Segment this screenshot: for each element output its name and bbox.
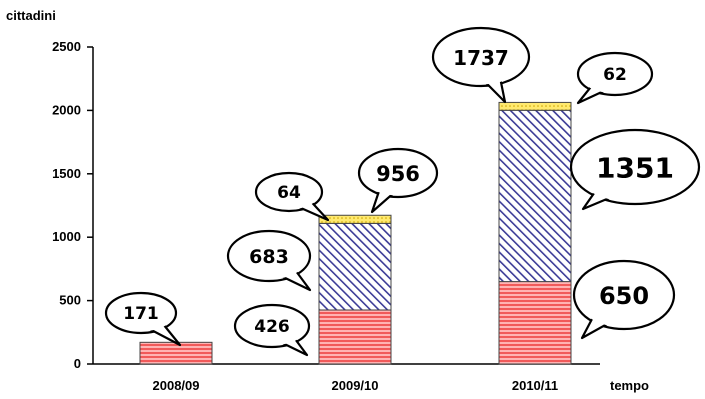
y-tick-label-500: 500	[59, 293, 81, 308]
callout-bubble-fill-0	[107, 294, 175, 332]
callout-label-0: 171	[123, 304, 159, 324]
callout-bubble-fill-2	[229, 232, 309, 280]
callout-bubble-fill-4	[360, 150, 436, 196]
callout-label-7: 62	[603, 65, 627, 85]
callout-bubble-fill-8	[434, 29, 528, 85]
callout-label-1: 426	[254, 317, 290, 337]
y-tick-label-1000: 1000	[52, 229, 81, 244]
callout-bubble-fill-5	[575, 262, 673, 328]
callout-label-4: 956	[376, 162, 420, 186]
callout-bubble-fill-7	[579, 54, 651, 94]
bar-2008/09-segment-0	[139, 341, 213, 365]
bar-2009/10-segment-1	[318, 222, 392, 311]
callout-bubble-fill-1	[236, 306, 308, 346]
bar-2009/10-segment-2	[318, 214, 392, 224]
y-tick-label-0: 0	[74, 356, 81, 371]
y-tick-label-1500: 1500	[52, 166, 81, 181]
bar-2010/11-segment-1	[498, 109, 572, 283]
callout-label-3: 64	[277, 183, 301, 203]
callout-bubble-fill-6	[572, 131, 698, 203]
bar-2010/11-segment-0	[498, 281, 572, 365]
x-tick-label-2009/10: 2009/10	[332, 378, 379, 393]
plot-area: 0 500 1000 1500 2000 2500 2008/09 2009/10 2010/1…	[52, 26, 701, 393]
callout-label-8: 1737	[453, 46, 509, 70]
y-axis-label: cittadini	[6, 8, 56, 23]
x-tick-label-2008/09: 2008/09	[153, 378, 200, 393]
callout-label-6: 1351	[596, 152, 674, 185]
bar-2009/10-segment-0	[318, 309, 392, 365]
callout-bubble-fill-3	[257, 174, 321, 210]
bar-2010/11-segment-2	[498, 101, 572, 111]
x-tick-label-2010/11: 2010/11	[512, 378, 558, 393]
callout-label-5: 650	[599, 282, 649, 310]
y-tick-label-2500: 2500	[52, 39, 81, 54]
x-axis-label: tempo	[610, 378, 649, 393]
callout-label-2: 683	[249, 246, 289, 268]
y-tick-label-2000: 2000	[52, 102, 81, 117]
